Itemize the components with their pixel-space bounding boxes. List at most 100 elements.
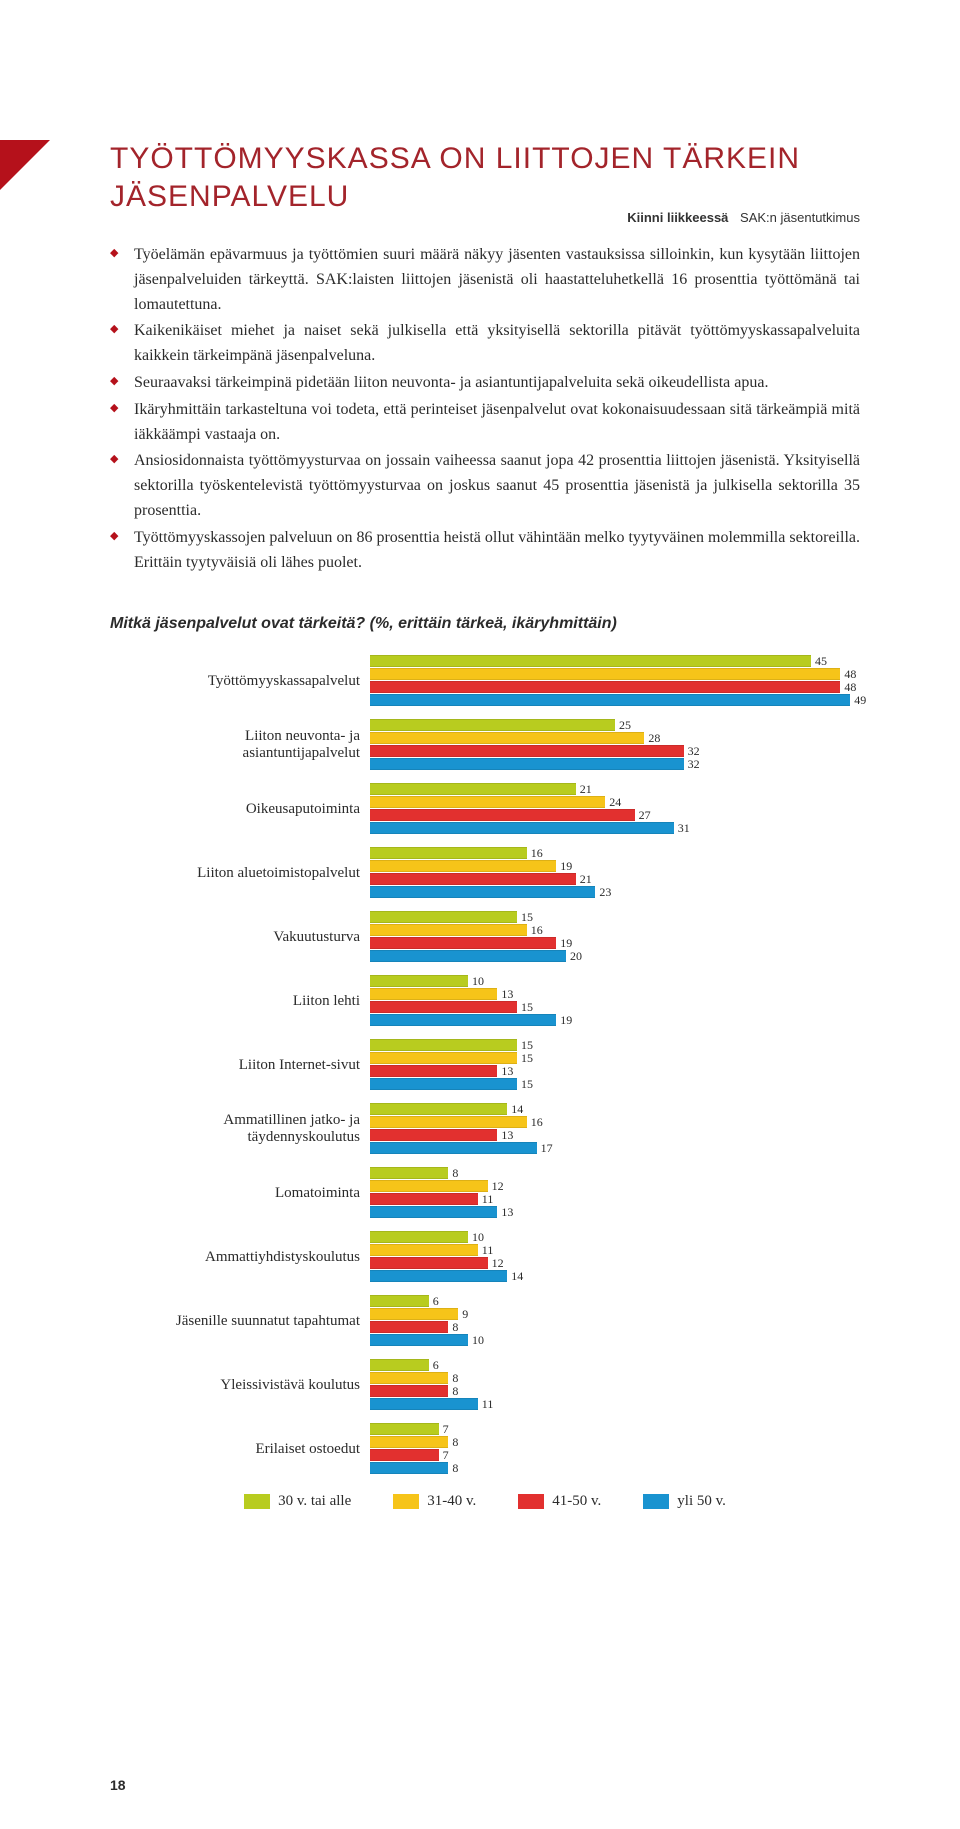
bullet-item: Työelämän epävarmuus ja työttömien suuri… — [110, 243, 860, 317]
legend-swatch — [244, 1494, 270, 1509]
bar-group: 45484849 — [370, 655, 860, 707]
bar-value: 10 — [472, 974, 484, 989]
chart-row: Erilaiset ostoedut7878 — [110, 1423, 860, 1475]
bar-value: 14 — [511, 1269, 523, 1284]
chart-row: Liiton neuvonta- jaasiantuntijapalvelut2… — [110, 719, 860, 771]
bar — [370, 911, 517, 923]
bar — [370, 873, 576, 885]
bar-group: 21242731 — [370, 783, 860, 835]
bullet-item: Seuraavaksi tärkeimpinä pidetään liiton … — [110, 371, 860, 396]
bar-value: 17 — [541, 1141, 553, 1156]
bar — [370, 655, 811, 667]
bar-value: 49 — [854, 693, 866, 708]
bar-value: 15 — [521, 1000, 533, 1015]
bar-group: 25283232 — [370, 719, 860, 771]
bar-value: 14 — [511, 1102, 523, 1117]
bullet-item: Kaikenikäiset miehet ja naiset sekä julk… — [110, 319, 860, 369]
bar-value: 21 — [580, 872, 592, 887]
bar — [370, 937, 556, 949]
bar — [370, 1244, 478, 1256]
legend-swatch — [643, 1494, 669, 1509]
chart-row-label: Ammatillinen jatko- jatäydennyskoulutus — [110, 1112, 370, 1147]
bar — [370, 745, 684, 757]
bar-value: 12 — [492, 1256, 504, 1271]
bar-value: 27 — [639, 808, 651, 823]
bar-value: 31 — [678, 821, 690, 836]
bar — [370, 1206, 497, 1218]
chart-row-label: Erilaiset ostoedut — [110, 1441, 370, 1458]
chart-row-label: Oikeusaputoiminta — [110, 801, 370, 818]
chart-row-label: Yleissivistävä koulutus — [110, 1377, 370, 1394]
bar — [370, 1308, 458, 1320]
bar — [370, 1039, 517, 1051]
bar-value: 16 — [531, 923, 543, 938]
bar — [370, 1423, 439, 1435]
bullet-item: Työttömyyskassojen palveluun on 86 prose… — [110, 526, 860, 576]
legend-swatch — [518, 1494, 544, 1509]
bullet-item: Ansiosidonnaista työttömyysturvaa on jos… — [110, 449, 860, 523]
bar — [370, 1065, 497, 1077]
chart-row: Vakuutusturva15161920 — [110, 911, 860, 963]
bar-value: 11 — [482, 1192, 494, 1207]
bar-group: 10111214 — [370, 1231, 860, 1283]
chart-title: Mitkä jäsenpalvelut ovat tärkeitä? (%, e… — [110, 615, 860, 633]
bar-group: 16192123 — [370, 847, 860, 899]
chart-row: Oikeusaputoiminta21242731 — [110, 783, 860, 835]
page-title: TYÖTTÖMYYSKASSA ON LIITTOJEN TÄRKEIN JÄS… — [110, 140, 860, 215]
bar-value: 19 — [560, 1013, 572, 1028]
chart-row: Jäsenille suunnatut tapahtumat69810 — [110, 1295, 860, 1347]
bar-value: 7 — [443, 1422, 449, 1437]
bar — [370, 1078, 517, 1090]
chart-row-label: Ammattiyhdistyskoulutus — [110, 1249, 370, 1266]
bar — [370, 1103, 507, 1115]
bar — [370, 1116, 527, 1128]
bar-value: 8 — [452, 1166, 458, 1181]
bar — [370, 1167, 448, 1179]
bar — [370, 796, 605, 808]
bar — [370, 719, 615, 731]
bar — [370, 1372, 448, 1384]
chart-row: Yleissivistävä koulutus68811 — [110, 1359, 860, 1411]
bar-value: 8 — [452, 1461, 458, 1476]
page-number: 18 — [110, 1777, 126, 1793]
bar — [370, 1398, 478, 1410]
bar — [370, 809, 635, 821]
bar — [370, 1193, 478, 1205]
bar-value: 13 — [501, 987, 513, 1002]
bar-group: 15151315 — [370, 1039, 860, 1091]
bar-value: 28 — [648, 731, 660, 746]
chart-row: Ammatillinen jatko- jatäydennyskoulutus 1… — [110, 1103, 860, 1155]
legend-swatch — [393, 1494, 419, 1509]
chart-row-label: Liiton lehti — [110, 993, 370, 1010]
bar-value: 13 — [501, 1205, 513, 1220]
bar — [370, 1385, 448, 1397]
bar-value: 12 — [492, 1179, 504, 1194]
header-light: SAK:n jäsentutkimus — [740, 210, 860, 225]
bar — [370, 732, 644, 744]
bar — [370, 950, 566, 962]
bar-value: 8 — [452, 1435, 458, 1450]
bar — [370, 1321, 448, 1333]
chart-row-label: Liiton aluetoimistopalvelut — [110, 865, 370, 882]
bar-value: 25 — [619, 718, 631, 733]
bullet-list: Työelämän epävarmuus ja työttömien suuri… — [110, 243, 860, 575]
bar-value: 10 — [472, 1333, 484, 1348]
chart-row: Ammattiyhdistyskoulutus10111214 — [110, 1231, 860, 1283]
bar-value: 9 — [462, 1307, 468, 1322]
bullet-item: Ikäryhmittäin tarkasteltuna voi todeta, … — [110, 398, 860, 448]
bar-value: 11 — [482, 1397, 494, 1412]
legend-label: 41-50 v. — [552, 1493, 601, 1510]
bar — [370, 668, 840, 680]
bar — [370, 1001, 517, 1013]
bar — [370, 1334, 468, 1346]
bar-value: 6 — [433, 1294, 439, 1309]
legend-item: yli 50 v. — [643, 1493, 726, 1510]
chart-row: Työttömyyskassapalvelut45484849 — [110, 655, 860, 707]
bar — [370, 1014, 556, 1026]
bar-value: 23 — [599, 885, 611, 900]
chart-row: Liiton Internet-sivut15151315 — [110, 1039, 860, 1091]
bar — [370, 1231, 468, 1243]
bar-value: 7 — [443, 1448, 449, 1463]
legend-item: 31-40 v. — [393, 1493, 476, 1510]
legend-item: 41-50 v. — [518, 1493, 601, 1510]
